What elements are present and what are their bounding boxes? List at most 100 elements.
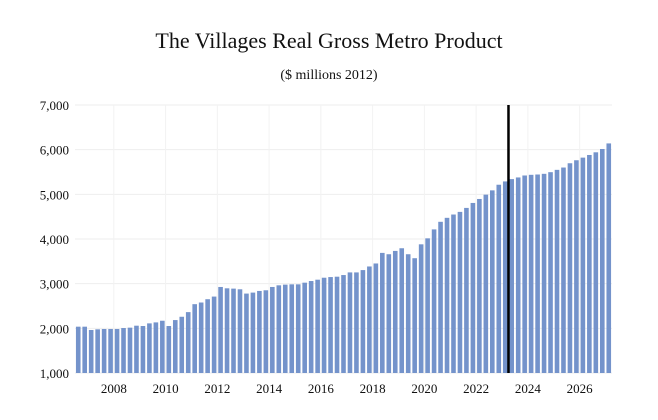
- bar: [431, 229, 437, 373]
- bar: [606, 143, 612, 373]
- bar: [515, 177, 521, 373]
- bar: [75, 326, 81, 373]
- bar: [528, 174, 534, 373]
- bar: [567, 163, 573, 373]
- y-tick-label: 6,000: [40, 143, 69, 158]
- x-tick-label: 2018: [360, 381, 386, 396]
- chart-subtitle: ($ millions 2012): [280, 68, 378, 83]
- bar: [587, 154, 592, 373]
- bar: [502, 181, 508, 373]
- bar: [231, 288, 236, 373]
- bar: [101, 329, 107, 373]
- x-tick-label: 2012: [204, 381, 230, 396]
- bar: [289, 284, 295, 373]
- x-tick-label: 2020: [411, 381, 437, 396]
- bar: [147, 323, 152, 373]
- bar: [483, 194, 489, 373]
- bar: [276, 285, 282, 373]
- bar: [153, 322, 159, 373]
- bar: [477, 198, 482, 373]
- bar: [490, 190, 495, 373]
- bar: [470, 202, 476, 373]
- y-tick-label: 2,000: [40, 321, 69, 336]
- bar: [127, 327, 133, 373]
- bar: [418, 244, 424, 373]
- bar: [244, 293, 249, 373]
- bar: [192, 304, 197, 373]
- x-tick-label: 2014: [256, 381, 283, 396]
- bar: [522, 175, 527, 373]
- bar: [360, 270, 366, 373]
- bar: [347, 272, 353, 373]
- bar: [451, 214, 456, 373]
- bar: [218, 286, 223, 373]
- bar: [405, 254, 411, 373]
- bar: [295, 284, 301, 373]
- bar: [315, 279, 320, 373]
- bar: [282, 284, 288, 373]
- bar: [257, 290, 262, 373]
- bar: [593, 152, 599, 373]
- x-tick-label: 2016: [308, 381, 335, 396]
- bar: [412, 258, 417, 373]
- bar: [166, 326, 172, 373]
- bar: [172, 320, 178, 373]
- bar: [496, 184, 502, 373]
- bar: [580, 157, 586, 373]
- bar: [392, 250, 398, 373]
- x-tick-label: 2008: [101, 381, 127, 396]
- bar: [250, 292, 256, 373]
- bar: [574, 160, 579, 373]
- bar: [380, 252, 385, 373]
- bar: [425, 238, 430, 373]
- x-tick-label: 2022: [463, 381, 489, 396]
- y-tick-label: 4,000: [40, 232, 69, 247]
- chart-title: The Villages Real Gross Metro Product: [155, 28, 503, 53]
- bar: [302, 282, 307, 373]
- bar: [438, 221, 443, 373]
- bar: [140, 326, 146, 373]
- bar: [457, 211, 463, 373]
- bar: [179, 316, 185, 373]
- bar: [399, 248, 405, 373]
- bar: [464, 207, 469, 373]
- bar: [270, 286, 275, 373]
- bar: [160, 320, 165, 373]
- bar: [108, 329, 113, 373]
- bar: [198, 302, 204, 373]
- x-tick-label: 2010: [153, 381, 179, 396]
- bar: [134, 325, 139, 373]
- y-tick-label: 3,000: [40, 277, 69, 292]
- bar: [541, 173, 547, 373]
- bar: [548, 172, 553, 373]
- bar: [561, 167, 566, 373]
- bar: [341, 275, 346, 373]
- bar: [386, 254, 392, 373]
- bar: [237, 289, 243, 373]
- y-tick-label: 1,000: [40, 366, 69, 381]
- bar: [82, 326, 88, 373]
- bar: [367, 266, 372, 373]
- bar: [599, 148, 605, 373]
- bar: [263, 290, 269, 373]
- bar: [334, 276, 340, 373]
- bar: [373, 263, 379, 373]
- x-tick-label: 2024: [515, 381, 542, 396]
- bar: [224, 288, 230, 373]
- bar: [205, 299, 210, 373]
- bar: [444, 217, 450, 373]
- bar: [509, 179, 515, 373]
- x-tick-label: 2026: [567, 381, 594, 396]
- bar: [114, 329, 120, 373]
- bar: [95, 329, 100, 373]
- bar: [308, 281, 314, 373]
- bar: [121, 328, 126, 373]
- bar: [354, 272, 359, 373]
- y-tick-label: 7,000: [40, 98, 69, 113]
- bar: [185, 312, 191, 373]
- bar: [211, 296, 217, 373]
- bar: [535, 174, 540, 373]
- bar: [554, 169, 560, 373]
- bar: [88, 329, 94, 373]
